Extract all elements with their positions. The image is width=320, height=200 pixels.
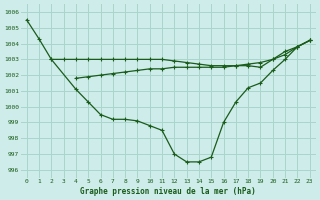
X-axis label: Graphe pression niveau de la mer (hPa): Graphe pression niveau de la mer (hPa) xyxy=(80,187,256,196)
